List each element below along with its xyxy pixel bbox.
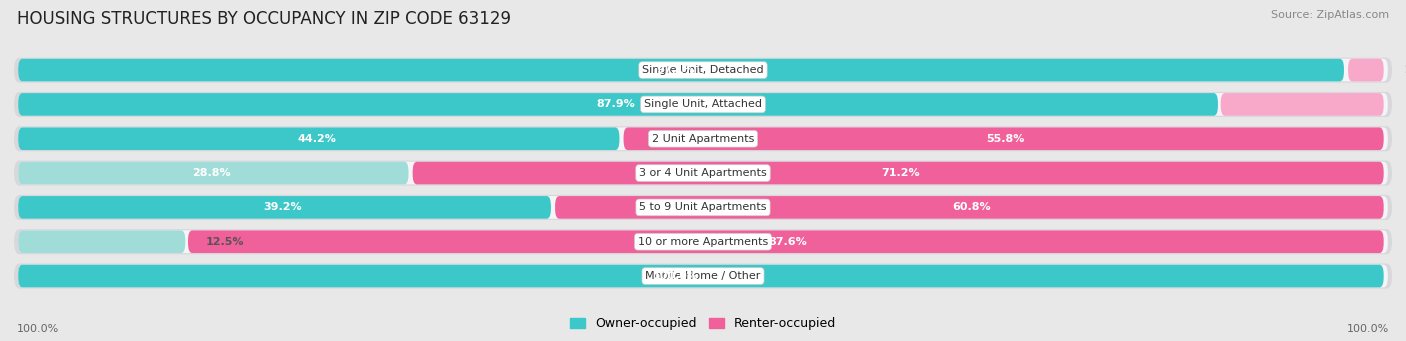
FancyBboxPatch shape: [14, 92, 1392, 117]
FancyBboxPatch shape: [14, 126, 1392, 151]
FancyBboxPatch shape: [18, 162, 409, 184]
Text: 10 or more Apartments: 10 or more Apartments: [638, 237, 768, 247]
FancyBboxPatch shape: [188, 231, 1384, 253]
Text: 3 or 4 Unit Apartments: 3 or 4 Unit Apartments: [640, 168, 766, 178]
FancyBboxPatch shape: [14, 58, 1392, 83]
FancyBboxPatch shape: [14, 161, 1392, 186]
FancyBboxPatch shape: [18, 93, 1388, 116]
FancyBboxPatch shape: [18, 265, 1384, 287]
FancyBboxPatch shape: [18, 59, 1344, 81]
Text: 2 Unit Apartments: 2 Unit Apartments: [652, 134, 754, 144]
Text: 55.8%: 55.8%: [987, 134, 1025, 144]
Text: HOUSING STRUCTURES BY OCCUPANCY IN ZIP CODE 63129: HOUSING STRUCTURES BY OCCUPANCY IN ZIP C…: [17, 10, 510, 28]
FancyBboxPatch shape: [18, 59, 1388, 81]
Text: 71.2%: 71.2%: [882, 168, 920, 178]
Text: 12.5%: 12.5%: [205, 237, 245, 247]
FancyBboxPatch shape: [18, 128, 620, 150]
FancyBboxPatch shape: [555, 196, 1384, 219]
Text: Single Unit, Attached: Single Unit, Attached: [644, 100, 762, 109]
Text: 39.2%: 39.2%: [263, 203, 302, 212]
Text: 12.2%: 12.2%: [1405, 100, 1406, 109]
Text: 100.0%: 100.0%: [17, 324, 59, 334]
FancyBboxPatch shape: [1220, 93, 1384, 116]
FancyBboxPatch shape: [18, 196, 1388, 219]
Text: 28.8%: 28.8%: [193, 168, 231, 178]
Text: 44.2%: 44.2%: [297, 134, 336, 144]
FancyBboxPatch shape: [18, 128, 1388, 150]
FancyBboxPatch shape: [14, 229, 1392, 254]
FancyBboxPatch shape: [14, 195, 1392, 220]
FancyBboxPatch shape: [14, 264, 1392, 288]
Text: 87.6%: 87.6%: [769, 237, 807, 247]
Text: Single Unit, Detached: Single Unit, Detached: [643, 65, 763, 75]
FancyBboxPatch shape: [412, 162, 1384, 184]
Legend: Owner-occupied, Renter-occupied: Owner-occupied, Renter-occupied: [565, 312, 841, 335]
Text: 5 to 9 Unit Apartments: 5 to 9 Unit Apartments: [640, 203, 766, 212]
Text: 97.1%: 97.1%: [657, 65, 695, 75]
FancyBboxPatch shape: [18, 196, 551, 219]
FancyBboxPatch shape: [18, 93, 1218, 116]
Text: 87.9%: 87.9%: [596, 100, 636, 109]
FancyBboxPatch shape: [18, 231, 186, 253]
Text: 100.0%: 100.0%: [652, 271, 699, 281]
FancyBboxPatch shape: [1348, 59, 1384, 81]
FancyBboxPatch shape: [18, 231, 1388, 253]
Text: 100.0%: 100.0%: [1347, 324, 1389, 334]
Text: Source: ZipAtlas.com: Source: ZipAtlas.com: [1271, 10, 1389, 20]
FancyBboxPatch shape: [18, 265, 1388, 287]
Text: 2.9%: 2.9%: [1405, 65, 1406, 75]
FancyBboxPatch shape: [18, 162, 1388, 184]
Text: 60.8%: 60.8%: [952, 203, 991, 212]
FancyBboxPatch shape: [624, 128, 1384, 150]
Text: Mobile Home / Other: Mobile Home / Other: [645, 271, 761, 281]
